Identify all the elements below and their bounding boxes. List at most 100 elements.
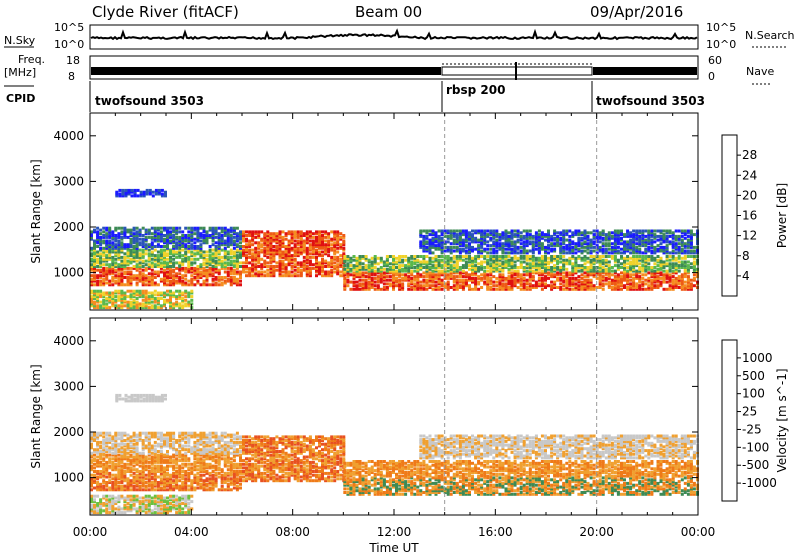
echo-cell	[108, 252, 112, 256]
echo-cell	[598, 255, 602, 258]
echo-cell	[376, 271, 380, 275]
echo-cell	[428, 249, 432, 253]
echo-cell	[343, 267, 347, 271]
echo-cell	[507, 269, 511, 273]
echo-cell	[601, 267, 605, 271]
echo-cell	[308, 266, 312, 270]
echo-cell	[504, 233, 508, 237]
echo-cell	[147, 265, 151, 268]
echo-cell	[93, 245, 96, 248]
echo-cell	[150, 304, 154, 308]
echo-cell	[376, 269, 380, 273]
echo-cell	[132, 291, 136, 295]
echo-cell	[147, 245, 151, 248]
echo-cell	[251, 270, 255, 274]
echo-cell	[610, 273, 614, 277]
echo-cell	[571, 234, 575, 238]
echo-cell	[516, 271, 520, 275]
echo-cell	[220, 479, 224, 483]
echo-cell	[123, 276, 127, 279]
echo-cell	[336, 234, 340, 237]
echo-cell	[211, 272, 215, 276]
echo-cell	[486, 255, 490, 258]
echo-cell	[455, 234, 459, 238]
echo-cell	[153, 471, 157, 475]
echo-cell	[339, 243, 343, 247]
echo-cell	[586, 266, 590, 269]
echo-cell	[662, 280, 666, 284]
echo-cell	[129, 234, 133, 237]
echo-cell	[540, 244, 544, 248]
echo-cell	[257, 252, 261, 256]
echo-cell	[336, 272, 340, 276]
echo-cell	[598, 269, 602, 273]
echo-cell	[108, 268, 112, 272]
echo-cell	[99, 254, 103, 258]
echo-cell	[364, 275, 368, 279]
echo-cell	[604, 242, 608, 246]
echo-cell	[257, 232, 261, 236]
echo-cell	[562, 234, 566, 238]
echo-cell	[610, 245, 614, 249]
echo-cell	[395, 266, 398, 269]
echo-cell	[583, 271, 587, 275]
echo-cell	[489, 244, 493, 248]
echo-cell	[592, 275, 596, 279]
echo-cell	[205, 250, 209, 254]
echo-cell	[96, 274, 100, 278]
echo-cell	[232, 270, 236, 274]
echo-cell	[647, 240, 651, 244]
echo-cell	[534, 269, 538, 273]
echo-cell	[144, 228, 148, 232]
echo-cell	[172, 234, 176, 237]
echo-cell	[111, 277, 115, 281]
echo-cell	[534, 271, 538, 275]
echo-cell	[553, 267, 557, 271]
echo-cell	[398, 264, 402, 268]
echo-cell	[392, 264, 395, 268]
echo-cell	[373, 255, 377, 258]
echo-cell	[248, 232, 252, 236]
echo-cell	[117, 297, 121, 300]
echo-cell	[196, 475, 200, 479]
echo-cell	[187, 239, 191, 243]
echo-cell	[468, 256, 471, 260]
echo-cell	[245, 270, 248, 274]
echo-cell	[632, 255, 636, 258]
echo-cell	[318, 246, 321, 250]
echo-cell	[662, 278, 666, 282]
echo-cell	[686, 238, 690, 242]
echo-cell	[477, 247, 481, 251]
echo-cell	[671, 233, 675, 237]
echo-cell	[156, 274, 160, 278]
echo-cell	[235, 235, 239, 239]
echo-cell	[565, 284, 569, 288]
echo-cell	[376, 278, 380, 282]
echo-cell	[671, 242, 675, 246]
echo-cell	[471, 247, 474, 251]
echo-cell	[229, 243, 233, 247]
echo-cell	[159, 230, 163, 234]
echo-cell	[330, 263, 334, 267]
echo-cell	[492, 287, 496, 291]
echo-cell	[232, 276, 236, 279]
echo-cell	[138, 295, 142, 299]
echo-cell	[607, 255, 611, 258]
echo-cell	[129, 241, 133, 245]
echo-cell	[296, 263, 300, 267]
echo-cell	[190, 481, 194, 484]
echo-cell	[559, 260, 563, 264]
echo-cell	[208, 245, 212, 248]
echo-cell	[629, 251, 633, 255]
echo-cell	[296, 239, 300, 243]
echo-cell	[544, 238, 547, 242]
echo-cell	[504, 236, 508, 240]
echo-cell	[580, 284, 584, 288]
echo-cell	[583, 229, 587, 233]
echo-cell	[629, 242, 633, 246]
echo-cell	[163, 479, 166, 483]
echo-cell	[111, 237, 115, 241]
echo-cell	[577, 244, 581, 248]
echo-cell	[653, 276, 657, 280]
echo-cell	[105, 277, 109, 281]
